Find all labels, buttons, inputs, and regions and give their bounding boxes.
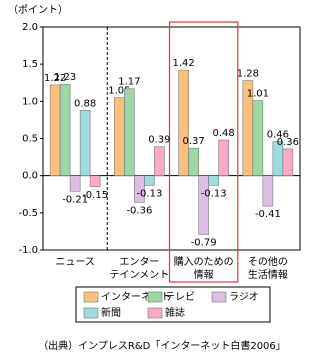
legend-label: テレビ [165, 291, 195, 303]
y-axis-label: （ポイント） [8, 4, 68, 16]
value-label: 1.17 [118, 77, 140, 88]
value-label: 0.37 [182, 136, 204, 147]
legend-swatch [83, 307, 99, 319]
value-label: 0.39 [148, 135, 170, 146]
legend-swatch [147, 291, 163, 303]
y-tick-label: 1.0 [22, 96, 38, 107]
value-label: 1.23 [54, 72, 76, 83]
bar [218, 139, 229, 176]
y-tick-label: 0.0 [22, 171, 38, 182]
x-tick-label: その他の生活情報 [248, 255, 288, 281]
y-tick-label: -0.5 [18, 208, 38, 219]
bar [79, 110, 91, 176]
value-label: 0.46 [267, 129, 289, 140]
bar [252, 100, 264, 176]
value-label: 0.88 [74, 98, 96, 109]
bar [208, 175, 219, 186]
y-tick-label: 1.5 [22, 59, 38, 70]
bar [188, 147, 199, 176]
value-label: 1.05 [108, 86, 130, 97]
x-tick-label: 購入のための情報 [174, 255, 234, 281]
bar [124, 88, 135, 176]
bar [134, 175, 145, 203]
legend-label: ラジオ [229, 291, 259, 303]
legend-label: 雑誌 [165, 306, 185, 319]
bar [144, 175, 155, 186]
bar [69, 175, 81, 192]
bar [114, 97, 125, 176]
bar [154, 146, 165, 176]
legend-box [75, 286, 271, 323]
value-label: 1.01 [247, 89, 269, 100]
bar [282, 148, 294, 176]
legend-swatch [211, 291, 227, 303]
bar [262, 175, 274, 207]
highlight-box [168, 21, 239, 283]
bar [89, 175, 101, 188]
value-label: 1.42 [172, 58, 194, 69]
bar [59, 83, 71, 176]
bar [198, 175, 209, 235]
value-label: -0.21 [62, 194, 88, 205]
bar [178, 69, 189, 176]
value-label: 0.36 [277, 137, 299, 148]
value-label: -0.13 [136, 188, 162, 199]
legend-label: 新聞 [101, 306, 121, 319]
y-tick-label: 2.0 [22, 22, 38, 33]
value-label: 0.48 [212, 128, 234, 139]
value-label: -0.15 [82, 190, 108, 201]
value-label: -0.79 [191, 237, 217, 248]
value-label: -0.13 [201, 188, 227, 199]
value-label: 1.22 [44, 73, 66, 84]
value-label: 1.28 [237, 69, 259, 80]
value-label: -0.36 [126, 205, 152, 216]
bar [49, 84, 61, 176]
x-tick-label: エンターテインメント [110, 256, 170, 281]
value-label: -0.41 [255, 209, 281, 220]
legend-swatch [83, 291, 99, 303]
y-tick-label: 0.5 [22, 134, 38, 145]
source: （出典）インプレスR&D「インターネット白書2006」 [38, 339, 286, 352]
y-tick-label: -1.0 [18, 245, 38, 256]
x-tick-label: ニュース [55, 257, 95, 268]
legend-swatch [147, 307, 163, 319]
